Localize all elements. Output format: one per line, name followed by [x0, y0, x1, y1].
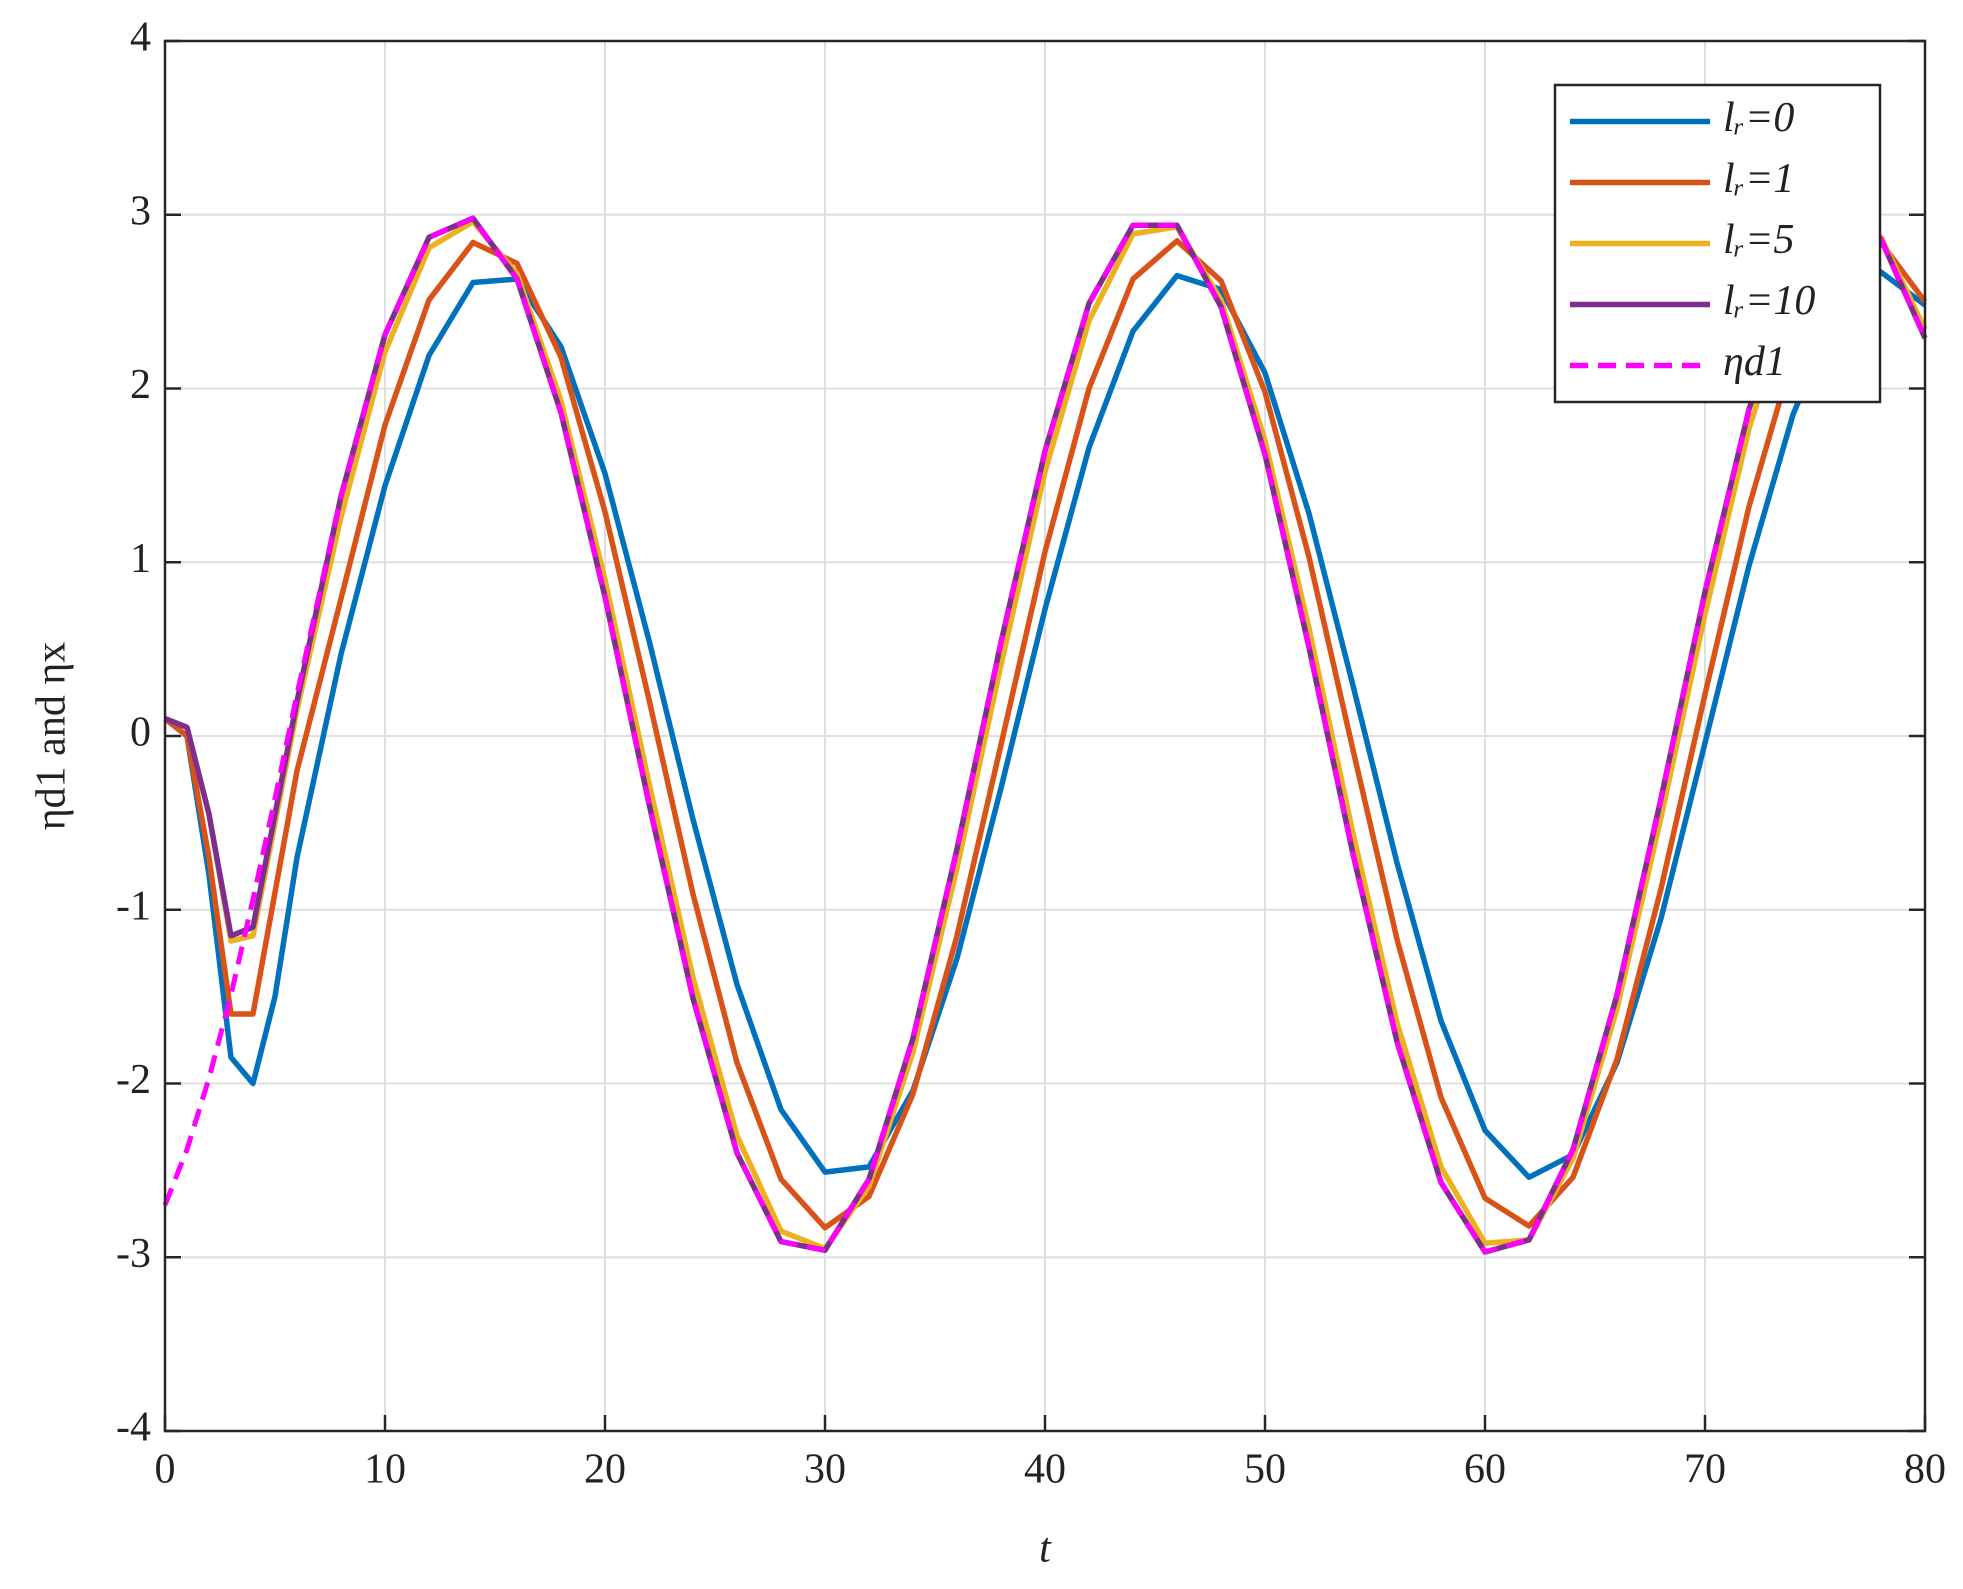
legend-label: ηd1: [1723, 339, 1786, 385]
legend-label: lᵣ=1: [1723, 156, 1794, 202]
legend-label: lᵣ=0: [1723, 95, 1794, 141]
series-line: [162, 214, 1928, 1255]
x-tick-label: 40: [1024, 1447, 1066, 1493]
y-axis-label: ηd1 and ηx: [29, 642, 75, 831]
x-tick-label: 70: [1684, 1447, 1726, 1493]
legend-label: lᵣ=5: [1723, 217, 1794, 263]
y-tick-label: 4: [130, 15, 151, 61]
y-tick-label: 0: [130, 710, 151, 756]
plot-lines: [162, 213, 1928, 1255]
y-tick-label: 2: [130, 362, 151, 408]
x-tick-label: 30: [804, 1447, 846, 1493]
x-tick-label: 20: [584, 1447, 626, 1493]
series-line: [163, 218, 1928, 1252]
x-tick-label: 50: [1244, 1447, 1286, 1493]
x-axis-label: t: [1039, 1526, 1052, 1572]
y-tick-label: -4: [116, 1405, 151, 1451]
x-tick-label: 80: [1904, 1447, 1946, 1493]
x-tick-label: 0: [155, 1447, 176, 1493]
legend: lᵣ=0 lᵣ=1 lᵣ=5 lᵣ=10 ηd1: [1553, 83, 1882, 404]
y-tick-label: -3: [116, 1231, 151, 1277]
y-tick-label: 1: [130, 536, 151, 582]
y-tick-label: -2: [116, 1057, 151, 1103]
y-tick-label: -1: [116, 883, 151, 929]
series-line: [163, 238, 1928, 1231]
x-tick-label: 60: [1464, 1447, 1506, 1493]
ticks: 0 10 20 30 40 50 60 70 80 -4 -3 -2 -1 0 1 2 3 4: [116, 15, 1946, 1493]
y-tick-label: 3: [130, 188, 151, 234]
x-tick-label: 10: [364, 1447, 406, 1493]
legend-label: lᵣ=10: [1723, 278, 1815, 324]
